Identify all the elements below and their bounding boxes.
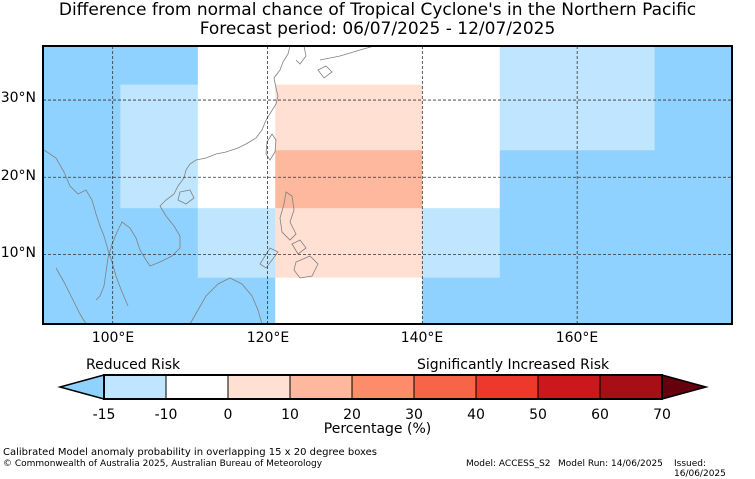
reduced-risk-label: Reduced Risk [86, 357, 181, 373]
anomaly-cell-10 [275, 208, 423, 279]
visayas-coastline [291, 239, 307, 255]
anomaly-cell-8 [275, 84, 423, 151]
footer-model: Model: ACCESS_S2 [466, 459, 551, 469]
gridlines [43, 46, 732, 324]
anomaly-cell-13 [422, 208, 501, 279]
anomaly-cell-1 [120, 46, 199, 86]
malay-coastline [103, 235, 129, 307]
luzon-coastline [279, 191, 297, 241]
sumatra-coastline [55, 267, 87, 325]
cbar-tick-m10: -10 [154, 407, 178, 423]
lon-label-120: 120°E [246, 330, 290, 346]
footer-copyright: © Commonwealth of Australia 2025, Austra… [3, 459, 323, 469]
cbar-tick-50: 50 [529, 407, 547, 423]
anomaly-cell-17 [654, 46, 733, 325]
japan-kyushu [317, 65, 333, 79]
lon-label-100: 100°E [91, 330, 135, 346]
cbar-tick-40: 40 [467, 407, 485, 423]
anomaly-cell-9 [275, 150, 423, 209]
lon-label-140: 140°E [400, 330, 444, 346]
indochina-coastline [95, 193, 181, 301]
map-frame [42, 45, 733, 325]
cbar-tick-m15: -15 [92, 407, 116, 423]
lat-label-10: 10°N [0, 245, 36, 261]
burma-coastline [43, 149, 105, 237]
cbar-tick-30: 30 [405, 407, 423, 423]
cbar-tick-20: 20 [343, 407, 361, 423]
cbar-tick-60: 60 [591, 407, 609, 423]
mindanao-coastline [293, 255, 319, 279]
anomaly-cell-5 [197, 208, 276, 279]
taiwan-coastline [265, 133, 277, 161]
anomaly-cell-6 [197, 277, 276, 325]
borneo-coastline [189, 277, 263, 325]
footer-issued: Issued: 16/06/2025 [674, 459, 726, 479]
anomaly-cell-3 [120, 208, 199, 325]
japan-coastline [319, 45, 375, 61]
map-title: Difference from normal chance of Tropica… [58, 0, 697, 20]
anomaly-cell-4 [197, 46, 276, 209]
korea-coastline [295, 45, 307, 65]
anomaly-cell-12 [422, 46, 501, 209]
cbar-tick-0: 0 [223, 407, 233, 423]
anomaly-cell-0 [43, 46, 121, 325]
footer-method: Calibrated Model anomaly probability in … [3, 447, 378, 458]
anomaly-cell-14 [422, 277, 501, 325]
hainan-coastline [177, 189, 195, 205]
palawan-coastline [259, 247, 279, 269]
china-coastline [173, 45, 291, 195]
lat-label-30: 30°N [0, 90, 36, 106]
cbar-tick-10: 10 [281, 407, 299, 423]
increased-risk-label: Significantly Increased Risk [417, 357, 610, 373]
anomaly-cell-11 [275, 277, 423, 325]
coastlines [43, 45, 375, 325]
forecast-period: Forecast period: 06/07/2025 - 12/07/2025 [199, 19, 556, 39]
colorbar-title: Percentage (%) [323, 421, 432, 437]
anomaly-cell-2 [120, 84, 199, 209]
footer-model-run: Model Run: 14/06/2025 [558, 459, 663, 469]
cbar-tick-70: 70 [653, 407, 671, 423]
lat-label-20: 20°N [0, 168, 36, 184]
anomaly-cell-7 [275, 46, 423, 86]
anomaly-cells [43, 46, 733, 325]
lon-label-160: 160°E [555, 330, 599, 346]
